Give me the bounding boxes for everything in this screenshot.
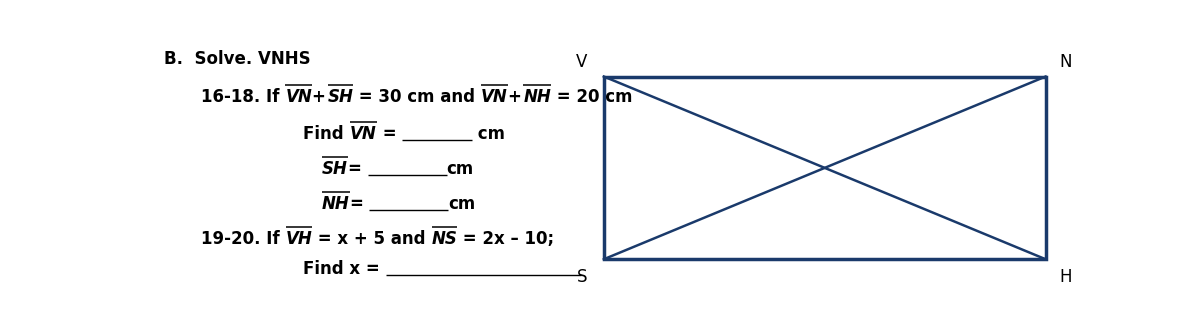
Text: SH: SH <box>322 160 348 178</box>
Text: Find: Find <box>304 125 350 143</box>
Text: cm: cm <box>449 195 475 213</box>
Text: =: = <box>348 160 367 178</box>
Text: Find x =: Find x = <box>304 260 386 278</box>
Text: = x + 5 and: = x + 5 and <box>312 230 432 248</box>
Text: cm: cm <box>472 125 505 143</box>
Text: V: V <box>576 53 587 71</box>
Text: 16-18. If: 16-18. If <box>202 87 286 106</box>
Text: +: + <box>508 87 523 106</box>
Text: VN: VN <box>481 87 508 106</box>
Text: = 20 cm: = 20 cm <box>551 87 632 106</box>
Text: =: = <box>350 195 370 213</box>
Text: B.  Solve. VNHS: B. Solve. VNHS <box>164 50 311 68</box>
Text: VN: VN <box>350 125 377 143</box>
Text: +: + <box>312 87 328 106</box>
Text: = 2x – 10;: = 2x – 10; <box>457 230 554 248</box>
Text: S: S <box>576 268 587 286</box>
Text: 19-20. If: 19-20. If <box>202 230 286 248</box>
Text: NH: NH <box>523 87 551 106</box>
Text: = 30 cm and: = 30 cm and <box>353 87 481 106</box>
Text: VN: VN <box>286 87 312 106</box>
Text: VH: VH <box>286 230 312 248</box>
Text: N: N <box>1060 53 1072 71</box>
Bar <box>604 77 1045 259</box>
Text: NS: NS <box>432 230 457 248</box>
Text: NH: NH <box>322 195 350 213</box>
Text: SH: SH <box>328 87 353 106</box>
Text: H: H <box>1060 268 1072 286</box>
Text: cm: cm <box>446 160 474 178</box>
Text: =: = <box>377 125 402 143</box>
